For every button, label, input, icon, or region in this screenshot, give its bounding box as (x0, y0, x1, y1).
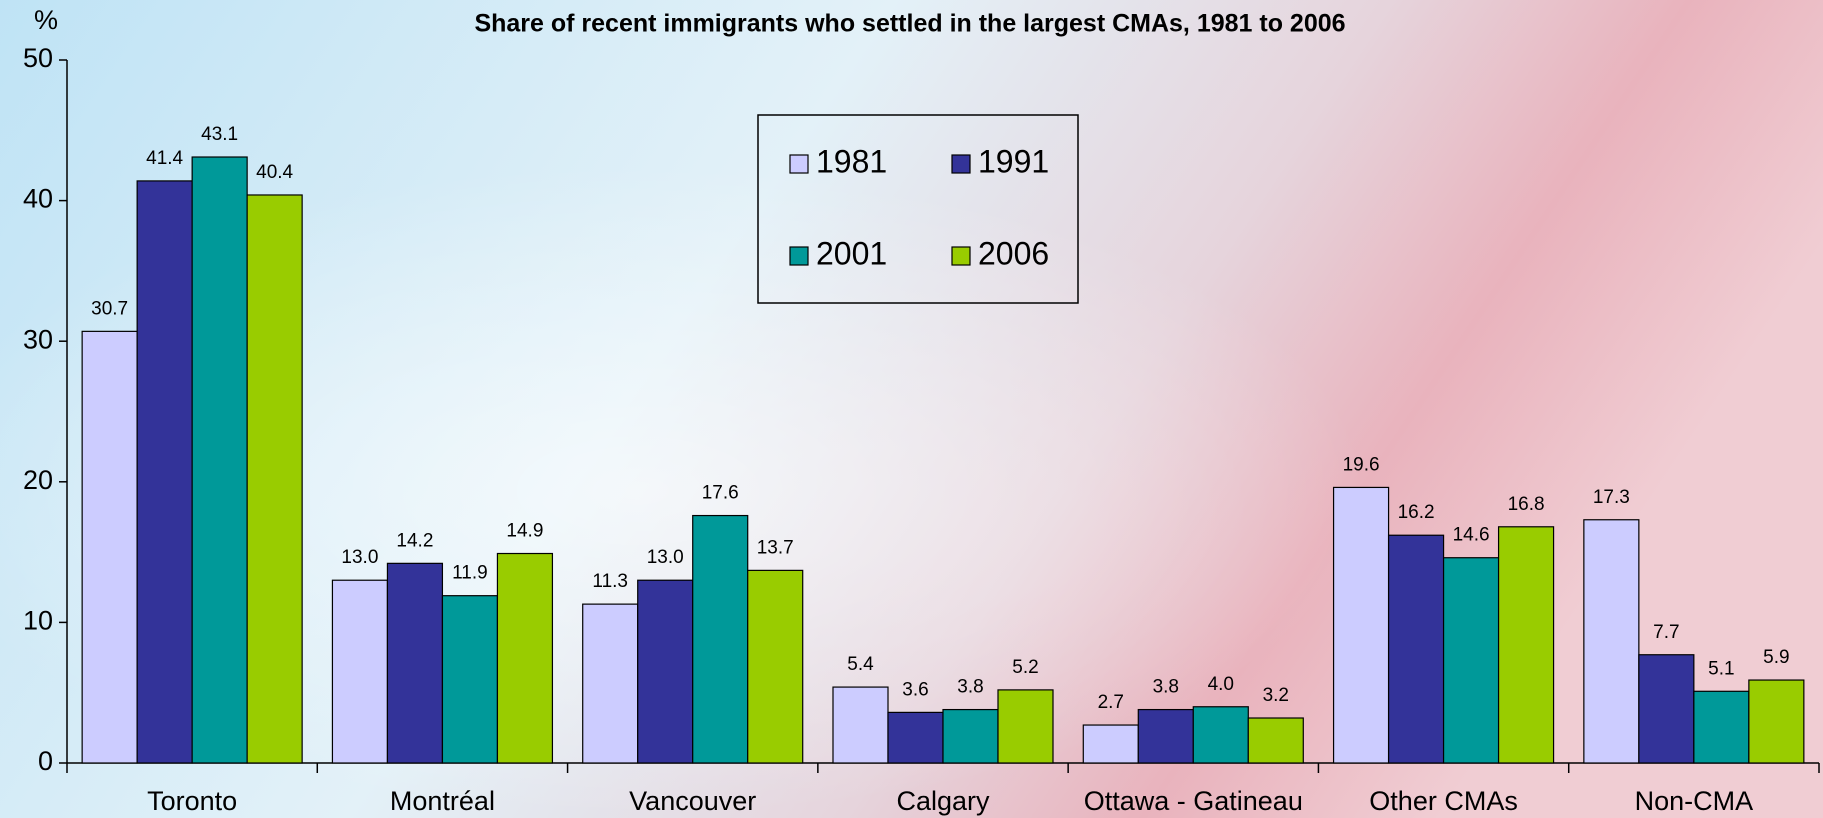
value-label: 4.0 (1208, 674, 1234, 695)
chart-title: Share of recent immigrants who settled i… (474, 10, 1345, 38)
value-label: 40.4 (256, 162, 293, 183)
bar (1387, 534, 1445, 764)
value-label: 16.8 (1508, 494, 1545, 515)
x-tick-label: Montréal (390, 786, 495, 816)
bar (1137, 708, 1194, 764)
value-label: 17.3 (1593, 487, 1630, 508)
bar (692, 514, 749, 764)
bar (496, 552, 554, 764)
bar (81, 330, 138, 764)
bar (747, 569, 804, 764)
bar (637, 579, 694, 764)
bar (1192, 706, 1249, 764)
y-tick-label: 50 (23, 43, 53, 73)
value-label: 3.8 (1153, 677, 1179, 698)
value-label: 7.7 (1653, 622, 1679, 643)
value-label: 17.6 (702, 483, 739, 504)
legend-label: 1991 (978, 143, 1049, 179)
x-tick-label: Vancouver (629, 786, 756, 816)
y-tick-label: 0 (38, 746, 53, 776)
bar (191, 156, 248, 764)
legend-box (757, 114, 1079, 304)
y-axis-label: % (34, 5, 58, 35)
x-tick-label: Calgary (896, 786, 990, 816)
bar (1583, 519, 1640, 764)
x-tick-label: Other CMAs (1369, 786, 1518, 816)
bar (1693, 690, 1750, 764)
y-tick-label: 20 (23, 465, 53, 495)
x-tick-label: Toronto (147, 786, 237, 816)
value-label: 5.2 (1012, 657, 1038, 678)
bar (441, 595, 499, 764)
x-tick-label: Non-CMA (1635, 786, 1754, 816)
value-label: 2.7 (1098, 692, 1124, 713)
value-label: 5.1 (1708, 658, 1734, 679)
legend-label: 2001 (816, 235, 887, 271)
value-label: 13.0 (647, 547, 684, 568)
bar (1638, 654, 1695, 764)
bar (1332, 486, 1390, 764)
bar (832, 686, 889, 764)
value-label: 11.9 (452, 563, 488, 584)
bar (246, 194, 303, 764)
value-label: 43.1 (201, 124, 238, 145)
value-label: 19.6 (1343, 454, 1380, 475)
value-label: 41.4 (146, 148, 183, 169)
bar (136, 180, 193, 764)
y-tick-label: 30 (23, 324, 53, 354)
value-label: 16.2 (1398, 502, 1435, 523)
value-label: 5.4 (847, 654, 874, 675)
legend-label: 2006 (978, 235, 1049, 271)
legend-swatch (789, 154, 809, 174)
value-label: 14.6 (1453, 525, 1490, 546)
bar (1497, 526, 1555, 764)
value-label: 13.0 (341, 547, 378, 568)
y-tick-label: 40 (23, 184, 53, 214)
value-label: 14.2 (396, 530, 433, 551)
bar (1082, 724, 1139, 764)
bar (1247, 717, 1304, 764)
legend-label: 1981 (816, 143, 887, 179)
value-label: 13.7 (757, 537, 794, 558)
x-tick-label: Ottawa - Gatineau (1084, 786, 1303, 816)
bar (942, 708, 999, 764)
legend-swatch (951, 154, 971, 174)
value-label: 3.2 (1263, 685, 1289, 706)
value-label: 3.6 (902, 679, 928, 700)
value-label: 14.9 (506, 521, 543, 542)
value-label: 11.3 (592, 571, 628, 592)
bar (887, 711, 944, 764)
value-label: 3.8 (957, 677, 983, 698)
bar (386, 562, 444, 764)
bar (582, 603, 639, 764)
legend-swatch (951, 246, 971, 266)
bar (1748, 679, 1805, 764)
y-tick-label: 10 (23, 606, 53, 636)
legend-swatch (789, 246, 809, 266)
bar (331, 579, 389, 764)
value-label: 30.7 (91, 298, 128, 319)
value-label: 5.9 (1763, 647, 1789, 668)
bar (1442, 557, 1500, 764)
bar (997, 689, 1054, 764)
